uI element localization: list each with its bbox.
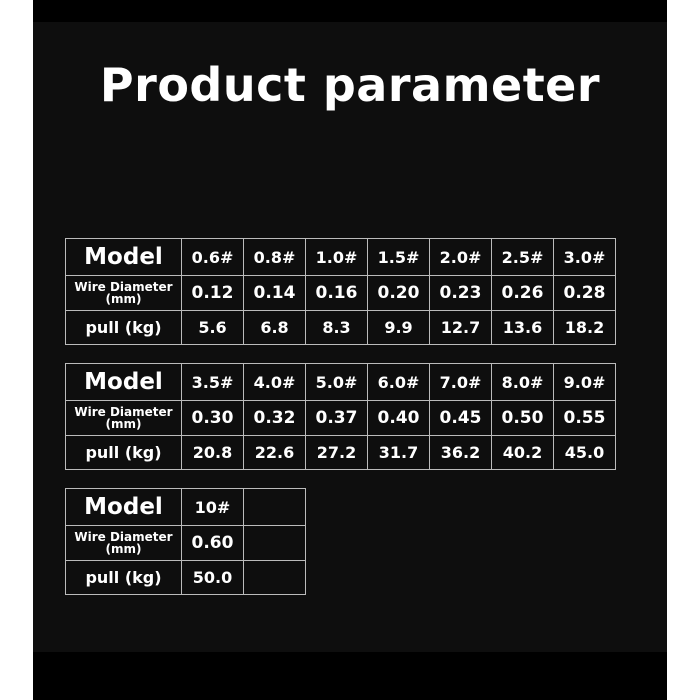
cell-models: 1.0# [305, 238, 368, 276]
cell-pull: 31.7 [367, 435, 430, 470]
table-row: Wire Diameter (mm) 0.12 0.14 0.16 0.20 0.23 0.2… [65, 275, 616, 311]
cell-pull: 5.6 [181, 310, 244, 345]
row-label: Model [65, 488, 182, 526]
cell-diameter: 0.26 [491, 275, 554, 311]
cell-diameter: 0.14 [243, 275, 306, 311]
cell-pull: 22.6 [243, 435, 306, 470]
cell-diameter: 0.37 [305, 400, 368, 436]
table-row: Model 3.5# 4.0# 5.0# 6.0# 7.0# 8.0# 9.0# [65, 363, 616, 401]
table-row: pull (kg) 50.0 [65, 560, 306, 595]
cell-pull: 40.2 [491, 435, 554, 470]
table-row: pull (kg) 5.6 6.8 8.3 9.9 12.7 13.6 18.2 [65, 310, 616, 345]
cell-diameter: 0.55 [553, 400, 616, 436]
unit-label: (mm) [105, 417, 142, 431]
cell-diameter: 0.23 [429, 275, 492, 311]
cell-pull: 13.6 [491, 310, 554, 345]
cell-diameter: 0.12 [181, 275, 244, 311]
cell-models: 2.5# [491, 238, 554, 276]
wire-label: Wire Diameter [74, 405, 173, 419]
cell-models: 4.0# [243, 363, 306, 401]
table-row: Model 10# [65, 488, 306, 526]
table-row: Wire Diameter (mm) 0.60 [65, 525, 306, 561]
row-label: pull (kg) [65, 310, 182, 345]
cell-pull: 18.2 [553, 310, 616, 345]
parameter-table: Model 3.5# 4.0# 5.0# 6.0# 7.0# 8.0# 9.0# Wire Di… [65, 363, 616, 470]
cell-diameter: 0.50 [491, 400, 554, 436]
cell-diameter: 0.30 [181, 400, 244, 436]
cell-models: 8.0# [491, 363, 554, 401]
cell-models: 10# [181, 488, 244, 526]
cell-pull: 27.2 [305, 435, 368, 470]
cell-models: 7.0# [429, 363, 492, 401]
cell-diameter: 0.45 [429, 400, 492, 436]
parameter-table: Model 0.6# 0.8# 1.0# 1.5# 2.0# 2.5# 3.0# Wire Di… [65, 238, 616, 345]
cell-models: 2.0# [429, 238, 492, 276]
row-label: Model [65, 363, 182, 401]
table-row: Model 0.6# 0.8# 1.0# 1.5# 2.0# 2.5# 3.0# [65, 238, 616, 276]
cell-models [243, 488, 306, 526]
cell-models: 9.0# [553, 363, 616, 401]
row-label-wire-diameter: Wire Diameter (mm) [65, 400, 182, 436]
cell-pull: 50.0 [181, 560, 244, 595]
cell-models: 1.5# [367, 238, 430, 276]
page-title: Product parameter [99, 58, 601, 112]
cell-diameter: 0.60 [181, 525, 244, 561]
row-label: pull (kg) [65, 435, 182, 470]
cell-models: 3.0# [553, 238, 616, 276]
cell-diameter [243, 525, 306, 561]
cell-pull: 6.8 [243, 310, 306, 345]
wire-label: Wire Diameter [74, 530, 173, 544]
parameter-table: Model 10# Wire Diameter (mm) 0.60 pull (kg) 50… [65, 488, 306, 595]
cell-pull: 20.8 [181, 435, 244, 470]
row-label: pull (kg) [65, 560, 182, 595]
cell-diameter: 0.20 [367, 275, 430, 311]
cell-diameter: 0.28 [553, 275, 616, 311]
cell-models: 5.0# [305, 363, 368, 401]
cell-diameter: 0.32 [243, 400, 306, 436]
cell-models: 3.5# [181, 363, 244, 401]
table-row: Wire Diameter (mm) 0.30 0.32 0.37 0.40 0.45 0.5… [65, 400, 616, 436]
cell-models: 6.0# [367, 363, 430, 401]
cell-pull: 8.3 [305, 310, 368, 345]
cell-pull: 36.2 [429, 435, 492, 470]
row-label-wire-diameter: Wire Diameter (mm) [65, 525, 182, 561]
cell-pull [243, 560, 306, 595]
row-label: Model [65, 238, 182, 276]
unit-label: (mm) [105, 542, 142, 556]
wire-label: Wire Diameter [74, 280, 173, 294]
cell-models: 0.8# [243, 238, 306, 276]
cell-pull: 12.7 [429, 310, 492, 345]
unit-label: (mm) [105, 292, 142, 306]
cell-models: 0.6# [181, 238, 244, 276]
row-label-wire-diameter: Wire Diameter (mm) [65, 275, 182, 311]
cell-pull: 45.0 [553, 435, 616, 470]
cell-pull: 9.9 [367, 310, 430, 345]
table-row: pull (kg) 20.8 22.6 27.2 31.7 36.2 40.2 45.0 [65, 435, 616, 470]
cell-diameter: 0.16 [305, 275, 368, 311]
cell-diameter: 0.40 [367, 400, 430, 436]
